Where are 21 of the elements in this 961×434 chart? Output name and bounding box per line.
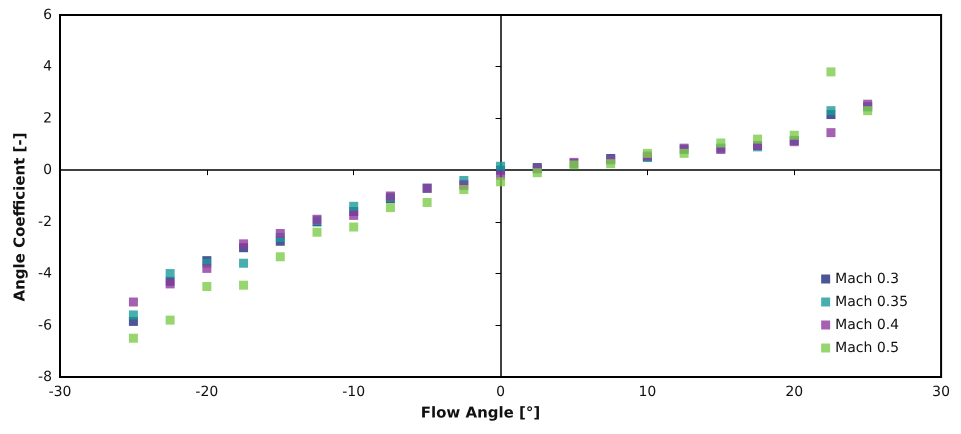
x-tick-label: -20 xyxy=(195,384,218,400)
x-tick-label: 30 xyxy=(932,384,950,400)
legend-label: Mach 0.5 xyxy=(835,340,900,356)
y-tick-label: 4 xyxy=(43,58,52,75)
legend-label: Mach 0.3 xyxy=(835,271,900,287)
x-tick-label: 20 xyxy=(785,384,804,400)
x-tick-label: -30 xyxy=(48,384,72,400)
x-tick-label: -10 xyxy=(342,384,366,400)
y-axis-title: Angle Coefficient [-] xyxy=(10,132,28,302)
y-tick-label: -2 xyxy=(38,214,52,230)
x-tick-label: 10 xyxy=(638,384,656,400)
y-tick-label: -6 xyxy=(38,317,52,334)
x-tick-label: 0 xyxy=(496,384,506,400)
y-tick-label: -8 xyxy=(38,369,52,385)
legend-label: Mach 0.35 xyxy=(835,294,908,310)
y-tick-label: 0 xyxy=(43,162,52,178)
y-tick-label: 2 xyxy=(43,110,52,126)
x-axis-title: Flow Angle [°] xyxy=(420,404,540,422)
legend-label: Mach 0.4 xyxy=(835,317,900,333)
y-tick-label: 6 xyxy=(43,7,52,23)
y-tick-label: -4 xyxy=(38,266,52,282)
